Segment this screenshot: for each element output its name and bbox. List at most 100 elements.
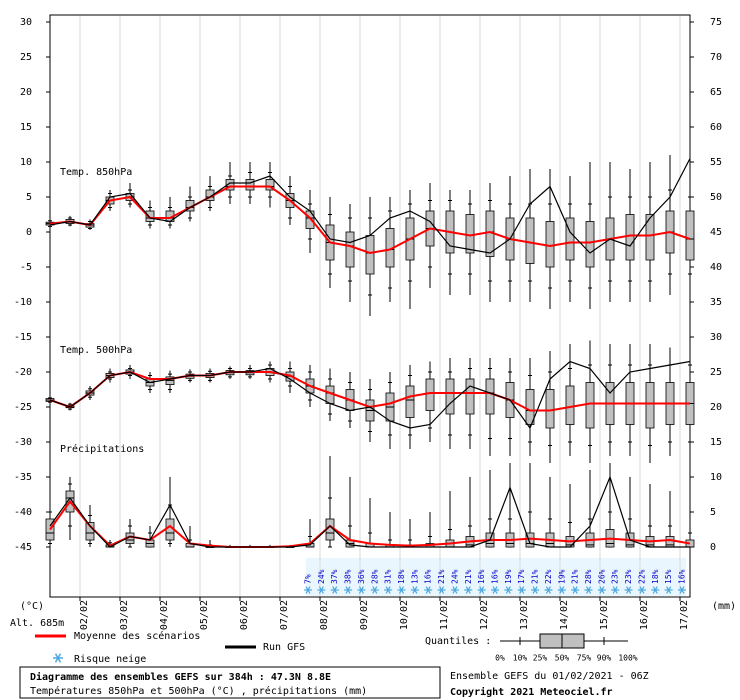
gfs-line — [49, 158, 691, 254]
snowflake — [477, 586, 486, 594]
y-tick-label: -30 — [14, 437, 32, 448]
x-tick-label: 03/02 — [119, 600, 130, 630]
snow-risk-label: 19% — [504, 569, 513, 584]
box — [625, 214, 635, 261]
snow-risk-label: 16% — [424, 569, 433, 584]
snow-risk-label: 18% — [651, 569, 660, 584]
snowflake — [370, 586, 379, 594]
quantile-label: 25% — [533, 654, 548, 663]
copyright: Copyright 2021 Meteociel.fr — [450, 686, 613, 698]
box — [365, 235, 375, 275]
snowflake-stroke — [439, 586, 445, 594]
snowflake-stroke — [345, 586, 351, 594]
x-tick-label: 09/02 — [359, 600, 370, 630]
snowflake-stroke — [559, 586, 565, 594]
y2-tick-label: 70 — [710, 52, 722, 63]
snow-risk-label: 36% — [357, 569, 366, 584]
box — [545, 221, 555, 268]
x-tick-label: 10/02 — [399, 600, 410, 630]
snowflake — [637, 586, 646, 594]
snowflake — [344, 586, 353, 594]
x-tick-label: 16/02 — [639, 600, 650, 630]
y-tick-label: -5 — [20, 262, 32, 273]
y-tick-label: 10 — [20, 157, 32, 168]
x-tick-label: 06/02 — [239, 600, 250, 630]
y-tick-label: 20 — [20, 87, 32, 98]
snowflake-stroke — [626, 586, 632, 594]
y2-tick-label: 20 — [710, 402, 722, 413]
box — [585, 221, 595, 268]
box — [565, 385, 575, 425]
y2-tick-label: 15 — [710, 437, 722, 448]
snow-risk-label: 7% — [304, 574, 313, 584]
snowflake — [624, 586, 633, 594]
snowflake — [544, 586, 553, 594]
snowflake — [651, 586, 660, 594]
snowflake — [678, 586, 686, 594]
altitude: Alt. 685m — [10, 618, 64, 629]
panel-label: Précipitations — [60, 443, 144, 455]
y-tick-label: -20 — [14, 367, 32, 378]
y2-tick-label: 60 — [710, 122, 722, 133]
snow-risk-label: 16% — [491, 569, 500, 584]
snowflake — [384, 586, 393, 594]
mean-line — [49, 499, 691, 548]
snowflake-stroke — [479, 586, 485, 594]
snowflake-stroke — [425, 586, 431, 594]
snow-risk-label: 18% — [397, 569, 406, 584]
x-tick-label: 02/02 — [79, 600, 90, 630]
snow-risk-label: 26% — [597, 569, 606, 584]
box — [645, 214, 655, 261]
snow-risk-label: 23% — [611, 569, 620, 584]
snow-risk-label: 37% — [330, 569, 339, 584]
snowflake — [584, 586, 593, 594]
snow-risk-label: 31% — [384, 569, 393, 584]
box — [645, 382, 655, 429]
x-tick-label: 17/02 — [679, 600, 690, 630]
box — [685, 210, 695, 261]
box — [145, 210, 155, 222]
snowflake-stroke — [585, 586, 592, 594]
snow-risk-label: 28% — [370, 569, 379, 584]
y-tick-label: -15 — [14, 332, 32, 343]
info-box — [19, 666, 441, 699]
snowflake — [330, 586, 339, 594]
snowflake-stroke — [612, 586, 618, 594]
snowflake-stroke — [398, 586, 405, 594]
quantiles-title: Quantiles : — [425, 636, 491, 647]
snow-risk-label: 21% — [571, 569, 580, 584]
snowflake-stroke — [679, 586, 685, 594]
x-tick-label: 13/02 — [519, 600, 530, 630]
snowflake — [357, 586, 366, 594]
y-tick-label: 0 — [26, 227, 32, 238]
snow-risk-label: 16% — [477, 569, 486, 584]
snowflake-stroke — [305, 586, 311, 594]
x-tick-label: 15/02 — [599, 600, 610, 630]
snow-risk-label: 21% — [464, 569, 473, 584]
box — [465, 378, 475, 415]
snowflake — [504, 586, 513, 594]
snowflake-stroke — [358, 586, 364, 594]
gfs-line — [49, 360, 691, 430]
box — [565, 217, 575, 261]
snowflake-stroke — [412, 586, 418, 594]
snowflake-stroke — [372, 586, 378, 594]
snowflake — [464, 586, 473, 594]
snow-risk-label: 38% — [344, 569, 353, 584]
x-tick-label: 08/02 — [319, 600, 330, 630]
y-tick-label: 15 — [20, 122, 32, 133]
x-tick-label: 07/02 — [279, 600, 290, 630]
y2-tick-label: 65 — [710, 87, 722, 98]
snow-risk-label: 23% — [624, 569, 633, 584]
panel-label: Temp. 850hPa — [60, 167, 132, 178]
snowflake-stroke — [572, 586, 578, 594]
box — [245, 179, 255, 191]
y-tick-label: -25 — [14, 402, 32, 413]
gfs-line — [49, 475, 690, 548]
y2-tick-label: 55 — [710, 157, 722, 168]
y-tick-label: 25 — [20, 52, 32, 63]
y-tick-label: -45 — [14, 542, 32, 553]
snowflake — [531, 586, 540, 594]
snow-risk-label: 24% — [317, 569, 326, 584]
